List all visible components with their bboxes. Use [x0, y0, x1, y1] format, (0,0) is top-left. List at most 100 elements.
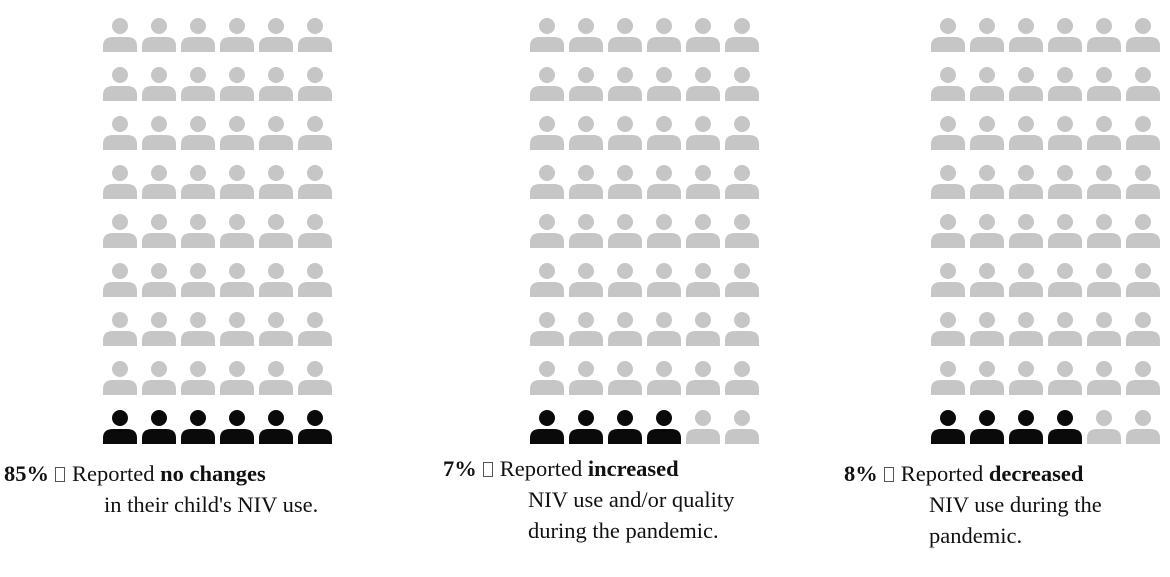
person-icon: [683, 15, 722, 64]
person-icon: [1045, 64, 1084, 113]
person-icon: [566, 15, 605, 64]
person-icon: [1045, 309, 1084, 358]
person-icon: [256, 211, 295, 260]
person-icon: [1084, 15, 1123, 64]
person-icon: [527, 309, 566, 358]
person-icon: [1045, 260, 1084, 309]
person-icon: [967, 358, 1006, 407]
person-icon: [1006, 309, 1045, 358]
person-icon: [967, 113, 1006, 162]
person-icon: [967, 211, 1006, 260]
panel-increased: 7% Reported increased NIV use and/or qual…: [390, 0, 780, 577]
person-icon: [178, 358, 217, 407]
person-icon: [1123, 113, 1162, 162]
person-icon: [1123, 211, 1162, 260]
person-icon: [967, 15, 1006, 64]
person-icon: [605, 64, 644, 113]
person-icon: [967, 64, 1006, 113]
pictograph-increased: [527, 15, 761, 456]
person-icon: [928, 309, 967, 358]
person-icon: [644, 309, 683, 358]
caption-keyword: no changes: [160, 461, 266, 486]
person-icon: [1006, 358, 1045, 407]
person-icon: [644, 358, 683, 407]
person-icon: [605, 162, 644, 211]
person-icon: [683, 309, 722, 358]
person-icon: [217, 15, 256, 64]
caption-no-change: 85% Reported no changes in their child's …: [4, 458, 318, 520]
person-icon: [1045, 211, 1084, 260]
person-icon: [295, 15, 334, 64]
person-icon: [566, 358, 605, 407]
person-icon: [256, 260, 295, 309]
person-icon: [928, 211, 967, 260]
person-icon: [722, 113, 761, 162]
person-icon-highlighted: [644, 407, 683, 456]
person-icon-highlighted: [605, 407, 644, 456]
person-icon: [644, 15, 683, 64]
person-icon: [605, 15, 644, 64]
person-icon-highlighted: [967, 407, 1006, 456]
person-icon: [566, 64, 605, 113]
person-icon-highlighted: [566, 407, 605, 456]
person-icon: [527, 162, 566, 211]
person-icon: [644, 113, 683, 162]
percent-label: 7%: [443, 456, 477, 481]
person-icon: [178, 211, 217, 260]
person-icon-highlighted: [100, 407, 139, 456]
person-icon: [100, 211, 139, 260]
person-icon: [1123, 162, 1162, 211]
caption-decreased: 8% Reported decreased NIV use during the …: [844, 458, 1102, 551]
person-icon: [217, 113, 256, 162]
person-icon: [722, 64, 761, 113]
person-icon: [139, 15, 178, 64]
person-icon: [683, 113, 722, 162]
person-icon: [928, 358, 967, 407]
person-icon: [1084, 211, 1123, 260]
person-icon: [928, 260, 967, 309]
person-icon: [139, 113, 178, 162]
person-icon: [139, 260, 178, 309]
person-icon: [1045, 358, 1084, 407]
caption-pre: Reported: [900, 461, 989, 486]
person-icon: [295, 211, 334, 260]
checkbox-glyph: [482, 462, 493, 477]
person-icon: [1006, 64, 1045, 113]
caption-keyword: decreased: [988, 461, 1084, 486]
person-icon: [256, 15, 295, 64]
person-icon: [644, 260, 683, 309]
person-icon: [1084, 162, 1123, 211]
person-icon: [566, 309, 605, 358]
person-icon: [1084, 309, 1123, 358]
person-icon: [139, 358, 178, 407]
person-icon: [295, 113, 334, 162]
person-icon-highlighted: [1006, 407, 1045, 456]
person-icon: [527, 358, 566, 407]
person-icon: [178, 309, 217, 358]
person-icon: [1123, 64, 1162, 113]
percent-label: 85%: [4, 461, 49, 486]
caption-line-2: NIV use during the: [929, 492, 1102, 517]
person-icon: [683, 64, 722, 113]
person-icon: [644, 211, 683, 260]
person-icon: [295, 260, 334, 309]
person-icon: [295, 358, 334, 407]
person-icon: [217, 162, 256, 211]
person-icon: [178, 15, 217, 64]
person-icon: [217, 358, 256, 407]
person-icon-highlighted: [527, 407, 566, 456]
person-icon: [566, 162, 605, 211]
person-icon: [722, 309, 761, 358]
person-icon: [256, 113, 295, 162]
person-icon: [644, 162, 683, 211]
caption-pre: Reported: [72, 461, 161, 486]
person-icon: [1006, 113, 1045, 162]
caption-line-2: in their child's NIV use.: [104, 492, 319, 517]
person-icon: [139, 309, 178, 358]
caption-line-2: NIV use and/or quality: [528, 487, 735, 512]
person-icon: [527, 211, 566, 260]
person-icon: [644, 64, 683, 113]
person-icon: [722, 211, 761, 260]
pictograph-no-change: [100, 15, 334, 456]
person-icon: [1006, 15, 1045, 64]
